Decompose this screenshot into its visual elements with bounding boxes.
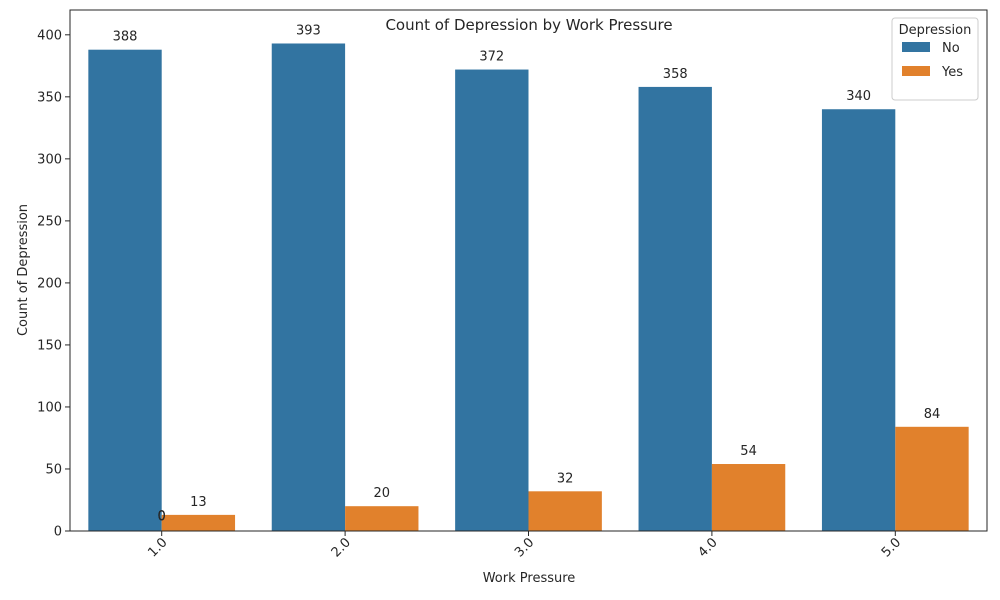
data-label-yes-5.0: 84 — [924, 407, 941, 422]
legend-frame — [891, 17, 979, 101]
y-tick-label: 300 — [37, 152, 62, 167]
data-label-extra: 0 — [158, 509, 166, 524]
data-label-no-1.0: 388 — [113, 30, 138, 45]
data-label-no-2.0: 393 — [296, 23, 321, 38]
x-tick-label: 3.0 — [512, 535, 537, 560]
y-axis-title: Count of Depression — [16, 204, 31, 336]
y-tick-label: 100 — [37, 400, 62, 415]
data-label-yes-4.0: 54 — [740, 444, 757, 459]
bar-yes-4.0 — [711, 464, 786, 531]
x-tick-label: 5.0 — [879, 535, 904, 560]
bar-no-2.0 — [271, 43, 346, 531]
x-axis-title: Work Pressure — [483, 571, 576, 586]
legend-title: Depression — [899, 23, 972, 38]
y-tick-label: 250 — [37, 214, 62, 229]
bar-yes-2.0 — [345, 506, 419, 531]
data-label-yes-2.0: 20 — [374, 486, 391, 501]
chart-title: Count of Depression by Work Pressure — [385, 16, 672, 34]
x-tick-label: 4.0 — [695, 535, 720, 560]
legend-swatch-yes — [902, 66, 930, 76]
legend: Depression No Yes — [891, 17, 979, 101]
data-label-no-4.0: 358 — [663, 67, 688, 82]
legend-label-yes: Yes — [941, 65, 963, 80]
legend-label-no: No — [942, 41, 960, 56]
x-axis: 1.0 2.0 3.0 4.0 5.0 — [145, 531, 904, 560]
data-label-yes-1.0: 13 — [190, 495, 207, 510]
data-label-extra: 0 — [158, 510, 166, 525]
data-label-no-5.0: 340 — [846, 89, 871, 104]
y-tick-label: 0 — [54, 525, 62, 540]
y-axis: 0 50 100 150 200 250 300 350 400 — [37, 28, 70, 540]
x-tick-label: 1.0 — [145, 535, 170, 560]
bars-group — [88, 43, 969, 532]
bar-no-5.0 — [821, 109, 896, 531]
bar-no-3.0 — [455, 69, 529, 532]
bar-no-1.0 — [88, 49, 162, 531]
bar-yes-5.0 — [895, 426, 969, 531]
y-tick-label: 400 — [37, 28, 62, 43]
bar-no-4.0 — [638, 86, 712, 532]
plot-frame — [69, 9, 988, 532]
y-tick-label: 350 — [37, 90, 62, 105]
data-label-yes-3.0: 32 — [557, 471, 574, 486]
y-tick-label: 150 — [37, 338, 62, 353]
y-tick-label: 50 — [45, 462, 62, 477]
data-label-no-3.0: 372 — [479, 50, 504, 65]
bar-yes-3.0 — [528, 491, 602, 531]
x-tick-label: 2.0 — [329, 535, 354, 560]
legend-swatch-no — [902, 42, 930, 52]
y-tick-label: 200 — [37, 276, 62, 291]
bar-yes-1.0 — [161, 514, 236, 531]
